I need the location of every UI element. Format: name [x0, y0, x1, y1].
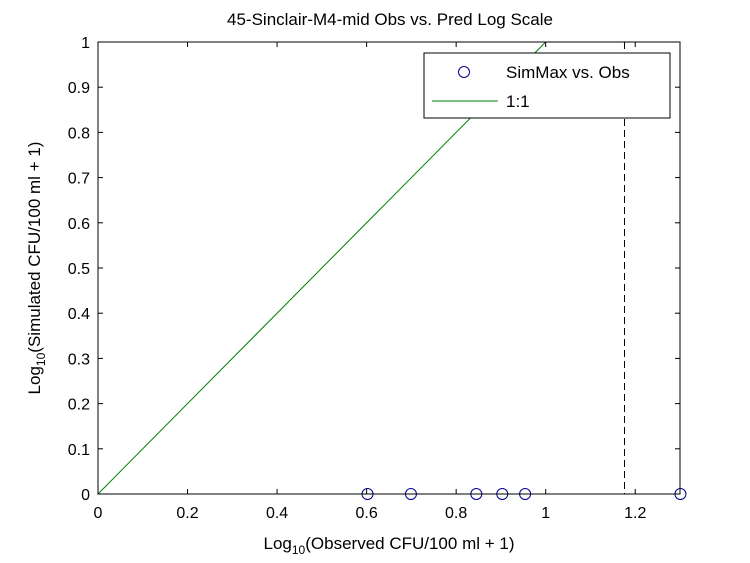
- y-tick-label: 0.9: [68, 80, 90, 97]
- y-axis-ticks: 0 0.1 0.2 0.3 0.4 0.5 0.6 0.7 0.8 0.9 1: [68, 35, 680, 504]
- x-tick-label: 1.2: [624, 505, 646, 522]
- x-tick-label: 0: [94, 505, 103, 522]
- y-tick-label: 0.3: [68, 351, 90, 368]
- x-axis-label-prefix: Log: [264, 534, 292, 553]
- y-tick-label: 0.5: [68, 261, 90, 278]
- legend-label-one-to-one: 1:1: [506, 92, 530, 111]
- x-tick-label: 1: [541, 505, 550, 522]
- x-tick-label: 0.6: [355, 505, 377, 522]
- y-tick-label: 0.6: [68, 216, 90, 233]
- y-tick-label: 0.1: [68, 442, 90, 459]
- y-tick-label: 0: [81, 487, 90, 504]
- x-tick-label: 0.4: [266, 505, 288, 522]
- x-axis-label: Log10(Observed CFU/100 ml + 1): [264, 534, 515, 557]
- chart-title: 45-Sinclair-M4-mid Obs vs. Pred Log Scal…: [227, 10, 553, 29]
- y-axis-label-prefix: Log: [25, 366, 44, 394]
- y-axis-label: Log10(Simulated CFU/100 ml + 1): [25, 142, 48, 395]
- y-tick-label: 0.7: [68, 171, 90, 188]
- y-axis-label-subscript: 10: [34, 352, 48, 366]
- x-tick-label: 0.8: [445, 505, 467, 522]
- legend-box: [423, 52, 671, 119]
- x-axis-label-rest: (Observed CFU/100 ml + 1): [305, 534, 514, 553]
- legend-marker-simmax: [458, 66, 470, 78]
- y-tick-label: 0.8: [68, 125, 90, 142]
- legend: SimMax vs. Obs 1:1: [423, 52, 671, 119]
- legend-label-simmax: SimMax vs. Obs: [506, 63, 630, 82]
- y-tick-label: 0.4: [68, 306, 90, 323]
- x-axis-label-subscript: 10: [292, 543, 306, 557]
- x-axis-ticks: 0 0.2 0.4 0.6 0.8 1 1.2: [94, 42, 646, 522]
- y-tick-label: 1: [81, 35, 90, 52]
- y-tick-label: 0.2: [68, 397, 90, 414]
- x-tick-label: 0.2: [176, 505, 198, 522]
- y-axis-label-rest: (Simulated CFU/100 ml + 1): [25, 142, 44, 353]
